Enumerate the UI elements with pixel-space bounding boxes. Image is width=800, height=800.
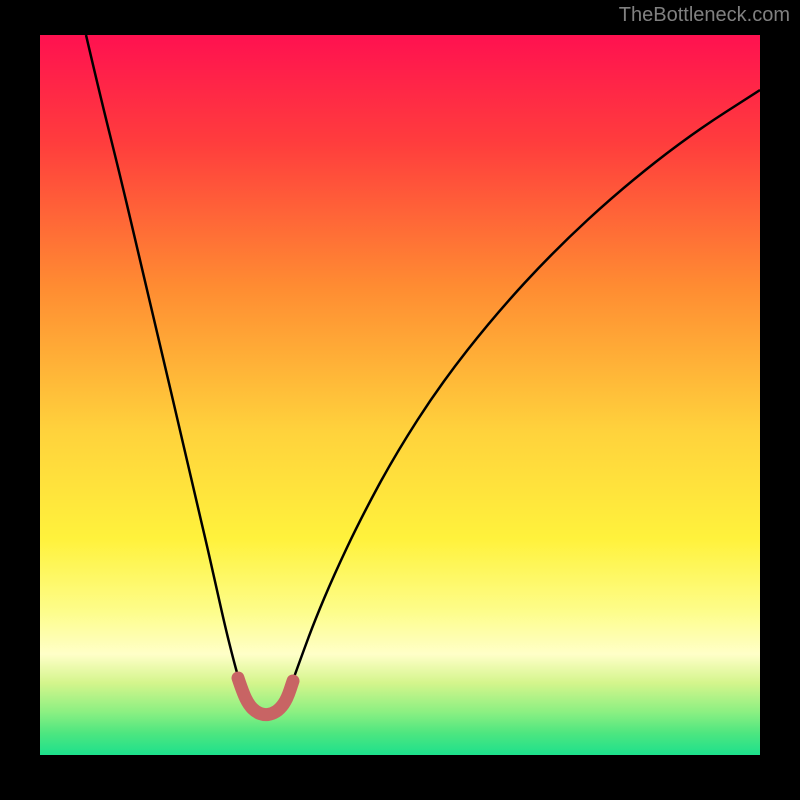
bottleneck-chart	[40, 35, 760, 755]
watermark: TheBottleneck.com	[619, 4, 790, 27]
gradient-background	[40, 35, 760, 755]
